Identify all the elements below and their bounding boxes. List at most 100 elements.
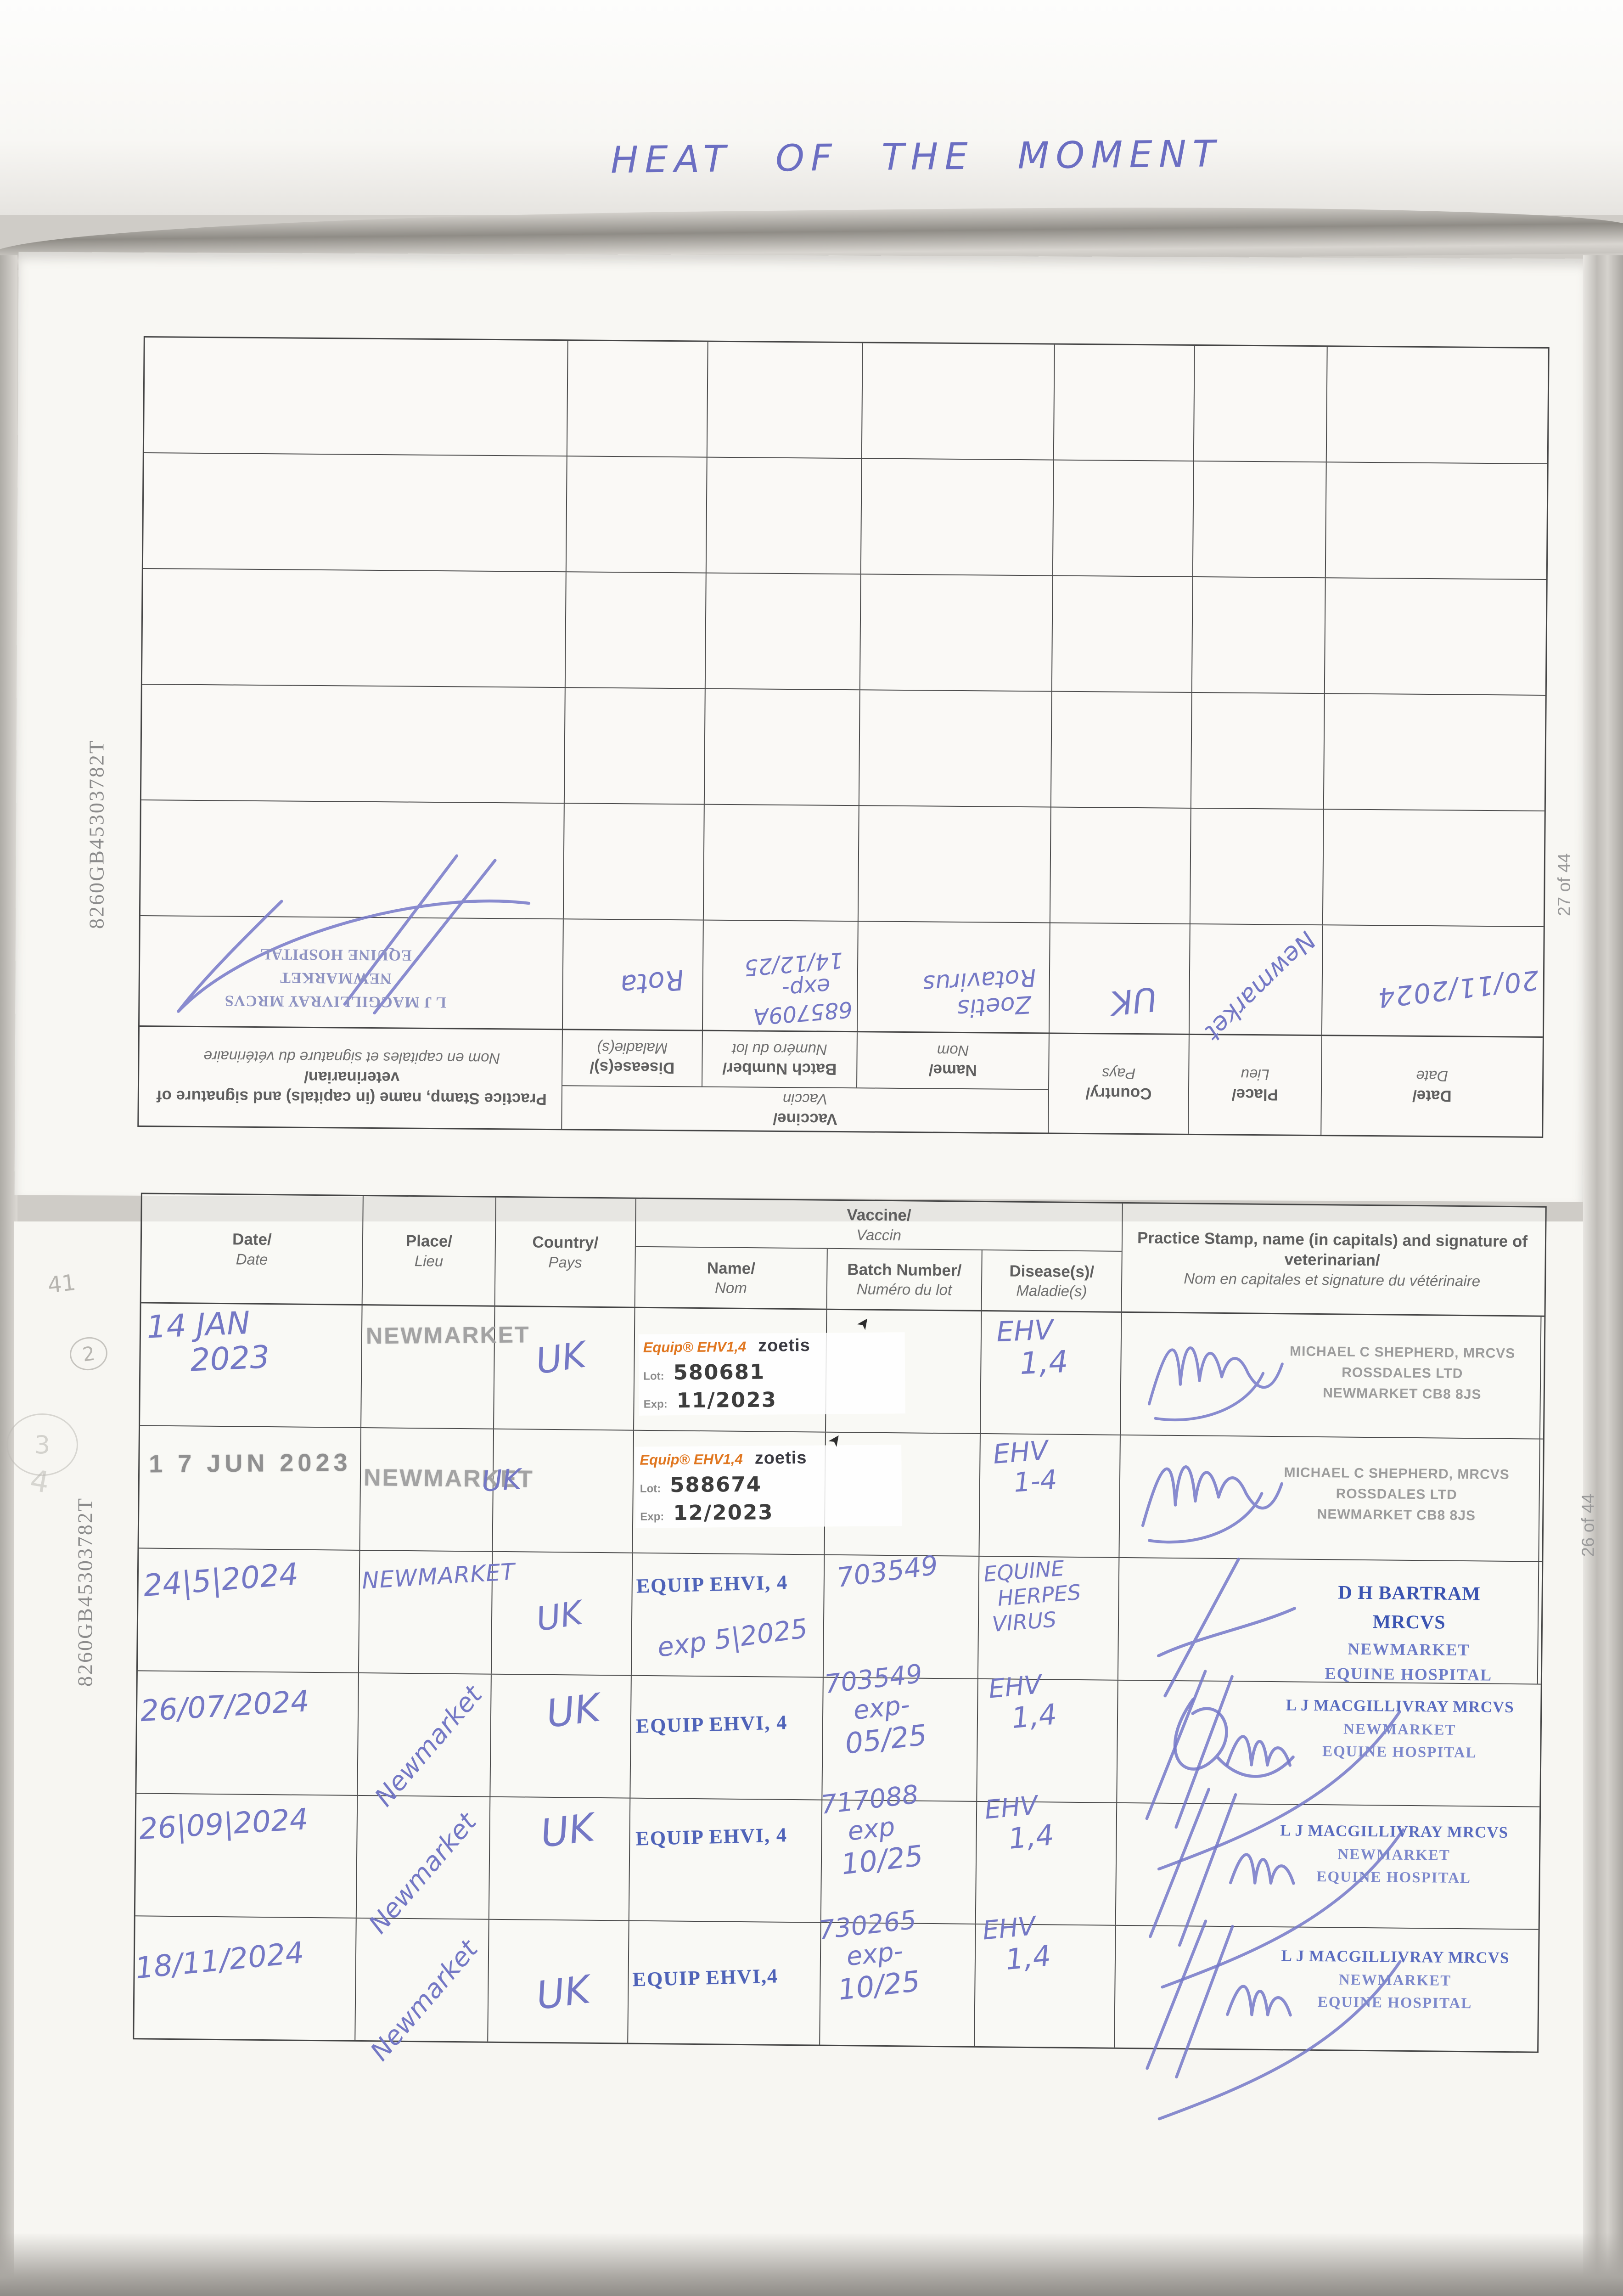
header-stamp-fr: Nom en capitales et signature du vétérin… xyxy=(203,1048,500,1068)
table-row: 26|09|2024 Newmarket UK EQUIP EHVI, 4 71… xyxy=(135,1779,1540,1930)
grid-cell xyxy=(702,805,859,921)
header-batch-fr: Numéro du lot xyxy=(732,1040,827,1058)
sticker-lot: Lot: 580681 xyxy=(643,1358,900,1385)
grid-cell xyxy=(146,453,567,571)
grid-cell xyxy=(706,342,862,458)
sticker-exp-label: Exp: xyxy=(640,1510,664,1523)
header-country-en: Country/ xyxy=(532,1233,599,1252)
grid-cell xyxy=(564,572,706,688)
date-line2: 2023 xyxy=(189,1339,271,1379)
cell-date: 14 JAN 2023 xyxy=(140,1303,363,1427)
cell-date: 26/07/2024 xyxy=(136,1671,359,1795)
margin-mark-circled-3: 3 xyxy=(6,1413,78,1476)
date-handwriting: 18/11/2024 xyxy=(134,1936,306,1986)
cell-disease: EHV 1-4 xyxy=(979,1434,1121,1557)
header-disease-en: Disease(s)/ xyxy=(1009,1262,1095,1281)
grid-cell xyxy=(861,343,1054,460)
header-place-fr: Lieu xyxy=(1241,1066,1270,1084)
grid-cell xyxy=(1193,345,1327,462)
grid-cell xyxy=(860,459,1053,575)
header-vaccine: Vaccine/ Vaccin xyxy=(635,1199,1122,1252)
sticker-maker: zoetis xyxy=(754,1448,807,1468)
header-country: Country/ Pays xyxy=(1048,1034,1189,1134)
header-stamp-en: Practice Stamp, name (in capitals) and s… xyxy=(1137,1229,1528,1270)
header-batch-en: Batch Number/ xyxy=(847,1260,962,1280)
header-country-fr: Pays xyxy=(548,1253,582,1271)
header-place: Place/ Lieu xyxy=(1188,1035,1321,1135)
disease-handwriting: EHV 1,4 xyxy=(996,1314,1069,1382)
stamp-line1: D H BARTRAM MRCVS xyxy=(1338,1582,1481,1633)
cell-batch: 703549 xyxy=(823,1549,980,1678)
cell-date: 1 7 JUN 2023 xyxy=(139,1426,362,1550)
document-code-bottom: 8260GB45303782T xyxy=(73,1497,97,1687)
grid-cell xyxy=(1190,692,1324,809)
grid-cell xyxy=(705,457,861,574)
vaccine-sticker: Equip® EHV1,4 zoetis Lot: 580681 Exp: 11… xyxy=(638,1332,905,1416)
cell-vaccine-name: Zoetis Rotavirus xyxy=(856,922,1050,1033)
table-row: 26/07/2024 Newmarket UK EQUIP EHVI, 4 70… xyxy=(136,1659,1541,1807)
stamp-line1: L J MACGILLIVRAY MRCVS xyxy=(224,992,447,1011)
practice-stamp-text: MICHAEL C SHEPHERD, MRCVS ROSSDALES LTD … xyxy=(1268,1462,1525,1526)
disease-handwriting: Rota xyxy=(619,963,685,1002)
sticker-exp: Exp: 12/2023 xyxy=(640,1499,897,1525)
stamp-line2: NEWMARKET xyxy=(280,969,392,987)
table-row: 24|5|2024 NEWMARKET UK EQUIP EHVI, 4 703… xyxy=(137,1548,1542,1684)
cell-disease: Rota xyxy=(562,919,703,1030)
grid-cell xyxy=(562,804,704,920)
disease-handwriting: EHV 1,4 xyxy=(987,1669,1058,1736)
header-vaccine-en: Vaccine/ xyxy=(847,1206,911,1225)
header-date-fr: Date xyxy=(236,1250,268,1268)
cell-disease: EHV 1,4 xyxy=(975,1911,1116,2048)
sticker-lot-value: 580681 xyxy=(673,1359,765,1385)
cell-date: 18/11/2024 xyxy=(134,1916,357,2040)
stamp-line3: NEWMARKET CB8 8JS xyxy=(1323,1385,1482,1402)
grid-cell xyxy=(144,685,565,803)
signature xyxy=(1134,1442,1291,1552)
country-handwriting: UK xyxy=(480,1462,522,1498)
cell-disease: EHV 1,4 xyxy=(980,1311,1122,1435)
disease-line1: EHV xyxy=(995,1314,1054,1349)
grid-cell xyxy=(1322,810,1544,926)
sticker-exp: Exp: 11/2023 xyxy=(643,1386,900,1412)
header-batch: Batch Number/ Numéro du lot xyxy=(827,1249,983,1310)
stamp-line1: L J MACGILLIVRAY MRCVS xyxy=(1286,1696,1514,1716)
stamp-line2: NEWMARKET xyxy=(1343,1721,1456,1739)
grid-cell xyxy=(147,338,567,456)
cell-vaccine-name: EQUIP EHVI,4 xyxy=(628,1921,821,2045)
grid-cell xyxy=(1051,576,1192,692)
grid-cell xyxy=(143,800,564,918)
cell-place: NEWMARKET xyxy=(361,1305,530,1429)
stamp-line1: MICHAEL C SHEPHERD, MRCVS xyxy=(1289,1344,1516,1362)
vaccine-name-stamp: EQUIP EHVI, 4 xyxy=(635,1711,788,1738)
header-country-fr: Pays xyxy=(1101,1065,1136,1083)
disease-handwriting: EQUINE HERPES VIRUS xyxy=(983,1554,1084,1638)
place-handwriting: Newmarket xyxy=(1199,925,1322,1047)
cell-place: NEWMARKET xyxy=(359,1550,516,1674)
cell-batch: 717088 exp 10/25 xyxy=(819,1779,977,1924)
cell-date: 24|5|2024 xyxy=(137,1548,360,1672)
cell-practice-stamp: MICHAEL C SHEPHERD, MRCVS ROSSDALES LTD … xyxy=(1119,1435,1540,1561)
header-vaccine-subrow: Name/ Nom Batch Number/ Numéro du lot Di… xyxy=(635,1247,1122,1311)
batch-handwriting: 685709A exp- 14/12/25 xyxy=(743,947,854,1030)
table-row: 20/11/2024 Newmarket UK Zoetis Rotavirus… xyxy=(140,915,1544,1047)
upper-page-margin: HEAT OF THE MOMENT xyxy=(0,0,1623,215)
sticker-lot-label: Lot: xyxy=(640,1482,661,1495)
sticker-brand: Equip® EHV1,4 xyxy=(640,1451,743,1468)
vaccine-sticker: Equip® EHV1,4 zoetis Lot: 588674 Exp: 12… xyxy=(635,1445,902,1528)
date-handwriting: 24|5|2024 xyxy=(142,1556,300,1604)
grid-cell xyxy=(1325,347,1548,464)
header-place-fr: Lieu xyxy=(414,1252,444,1270)
stamp-line1: L J MACGILLIVRAY MRCVS xyxy=(1280,1821,1509,1841)
stamp-line2: ROSSDALES LTD xyxy=(1342,1365,1463,1382)
grid-cell xyxy=(703,689,859,805)
cell-country: UK xyxy=(491,1552,633,1675)
batch-handwriting: 703549 exp- 05/25 xyxy=(823,1659,931,1761)
cell-country: UK xyxy=(494,1306,635,1430)
sticker-maker: zoetis xyxy=(758,1335,810,1356)
place-handwriting: Newmarket xyxy=(369,1680,489,1812)
sticker-brand: Equip® EHV1,4 xyxy=(643,1338,747,1356)
header-batch: Batch Number/ Numéro du lot xyxy=(702,1031,857,1088)
cell-country: UK xyxy=(1048,923,1190,1034)
signature xyxy=(1139,1324,1292,1429)
stamp-line2: NEWMARKET xyxy=(1337,1846,1451,1864)
